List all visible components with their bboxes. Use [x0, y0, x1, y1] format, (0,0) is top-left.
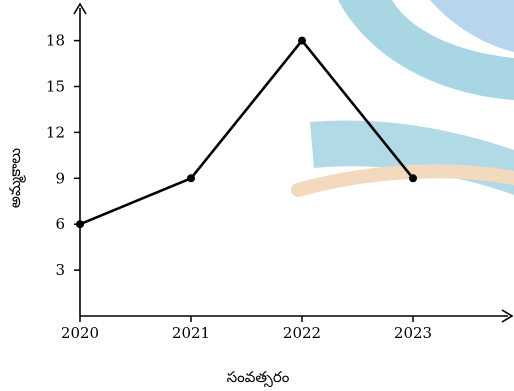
x-tick-label: 2020: [61, 324, 99, 342]
y-tick-label: 18: [46, 32, 65, 50]
x-axis-arrow-icon: [501, 309, 514, 323]
background-decoration: [291, 0, 514, 197]
y-tick-label: 3: [55, 261, 65, 279]
x-tick-label: 2022: [283, 324, 321, 342]
x-tick-label: 2023: [394, 324, 432, 342]
x-tick-label: 2021: [172, 324, 210, 342]
series-line: [79, 39, 415, 226]
blue-swoosh-corner: [430, 0, 514, 52]
y-axis-arrow-icon: [73, 2, 87, 15]
y-tick-label: 9: [55, 169, 65, 187]
y-tick-label: 6: [55, 215, 65, 233]
teal-swoosh-top: [338, 0, 514, 100]
data-point-2023: [409, 174, 417, 183]
axes: [73, 2, 514, 323]
y-axis-title: అమ్మకాలు: [6, 148, 26, 208]
x-axis-title: సంవత్సరం: [227, 368, 290, 388]
data-point-2020: [76, 220, 84, 229]
y-tick-label: 15: [46, 78, 65, 96]
data-point-2022: [298, 36, 306, 45]
y-tick-label: 12: [46, 123, 65, 141]
data-point-2021: [187, 174, 195, 183]
x-ticks: 2020 2021 2022 2023: [61, 316, 432, 342]
y-ticks: 3 6 9 12 15 18: [46, 32, 80, 279]
data-points: [76, 36, 417, 229]
